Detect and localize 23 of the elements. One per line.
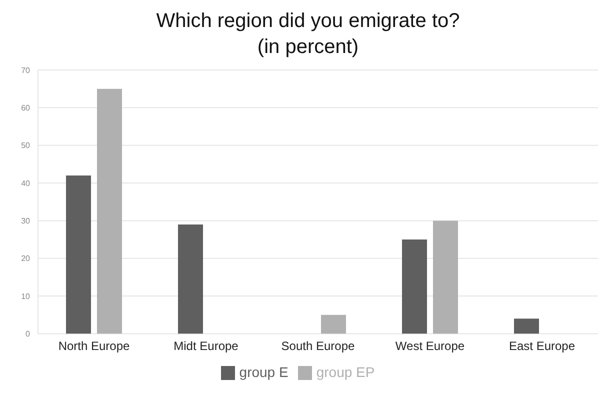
- y-tick-label: 0: [26, 330, 31, 339]
- bar: [66, 175, 91, 334]
- legend-label: group EP: [316, 364, 375, 380]
- y-tick-label: 30: [21, 216, 31, 226]
- chart-title: Which region did you emigrate to? (in percent): [155, 9, 461, 60]
- x-tick-label: West Europe: [395, 339, 465, 354]
- y-tick-label: 20: [21, 254, 31, 264]
- y-tick-label: 10: [21, 292, 31, 301]
- bar: [321, 314, 346, 334]
- bar: [97, 88, 122, 334]
- legend-label: group E: [239, 364, 288, 380]
- x-tick-label: East Europe: [508, 339, 576, 354]
- bar: [433, 220, 458, 334]
- x-tick-label: South Europe: [281, 339, 356, 354]
- x-tick-label: Midt Europe: [174, 339, 239, 354]
- y-tick-label: 50: [21, 141, 31, 150]
- bar: [514, 318, 539, 334]
- x-tick-label: North Europe: [58, 339, 130, 354]
- bar: [178, 224, 203, 334]
- y-tick-label: 60: [21, 104, 31, 113]
- y-tick-label: 70: [21, 66, 31, 75]
- y-tick-label: 40: [21, 178, 31, 188]
- bar: [402, 240, 427, 334]
